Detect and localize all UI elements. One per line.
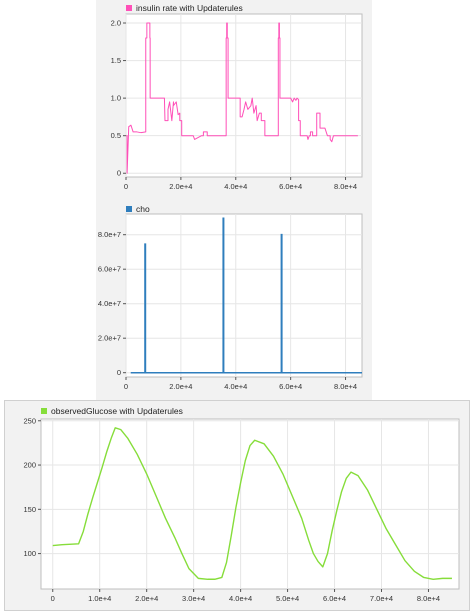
y-tick-label: 0 xyxy=(117,368,121,377)
legend-label: cho xyxy=(136,204,150,214)
x-tick-label: 0 xyxy=(124,382,128,391)
x-tick-label: 8.0e+4 xyxy=(334,382,357,391)
legend-label: observedGlucose with Updaterules xyxy=(51,406,183,416)
y-tick-label: 0.5 xyxy=(111,131,121,140)
y-tick-label: 100 xyxy=(23,549,36,558)
gridlines xyxy=(125,14,362,177)
y-tick-label: 8.0e+7 xyxy=(98,230,121,239)
x-tick-label: 6.0e+4 xyxy=(279,182,302,191)
series-line xyxy=(52,427,452,580)
y-tick-label: 250 xyxy=(23,416,36,425)
y-tick-label: 1.0 xyxy=(111,94,121,103)
x-tick-label: 0 xyxy=(124,182,128,191)
y-tick-label: 1.5 xyxy=(111,56,121,65)
x-tick-label: 0 xyxy=(51,594,55,603)
x-tick-label: 4.0e+4 xyxy=(229,594,252,603)
legend-swatch[interactable] xyxy=(41,408,47,414)
gridlines xyxy=(41,419,459,589)
y-tick-label: 200 xyxy=(23,461,36,470)
x-tick-label: 7.0e+4 xyxy=(370,594,393,603)
x-tick-label: 4.0e+4 xyxy=(224,382,247,391)
x-tick-label: 1.0e+4 xyxy=(88,594,111,603)
y-tick-label: 2.0 xyxy=(111,19,121,28)
x-tick-label: 5.0e+4 xyxy=(276,594,299,603)
x-tick-label: 8.0e+4 xyxy=(334,182,357,191)
y-tick-label: 0 xyxy=(117,169,121,178)
chart-2-svg: 0 1.0e+4 2.0e+4 3.0e+4 4.0e+4 5.0e+4 6.0e+4 7.0… xyxy=(23,406,460,603)
y-tick-label: 4.0e+7 xyxy=(98,299,121,308)
x-tick-label: 6.0e+4 xyxy=(323,594,346,603)
series-line xyxy=(126,22,358,174)
legend-swatch[interactable] xyxy=(126,5,132,11)
y-tick-label: 2.0e+7 xyxy=(98,334,121,343)
plot-area xyxy=(40,418,460,590)
insulin-rate-chart-panel: 0 2.0e+4 4.0e+4 6.0e+4 8.0e+4 0 0.5 1.0 1.5 2.0 in… xyxy=(96,0,372,198)
x-tick-label: 6.0e+4 xyxy=(279,382,302,391)
x-tick-label: 2.0e+4 xyxy=(169,382,192,391)
x-tick-label: 2.0e+4 xyxy=(135,594,158,603)
x-tick-label: 2.0e+4 xyxy=(169,182,192,191)
y-tick-label: 150 xyxy=(23,505,36,514)
chart-1-svg: 0 2.0e+4 4.0e+4 6.0e+4 8.0e+4 0 2.0e+7 4.0e+7 6.… xyxy=(98,204,363,391)
observed-glucose-chart-panel: 0 1.0e+4 2.0e+4 3.0e+4 4.0e+4 5.0e+4 6.0e+4 7.0… xyxy=(4,400,470,611)
cho-chart-panel: 0 2.0e+4 4.0e+4 6.0e+4 8.0e+4 0 2.0e+7 4.0e+7 6.… xyxy=(96,198,372,400)
legend-label: insulin rate with Updaterules xyxy=(136,3,243,13)
x-tick-label: 3.0e+4 xyxy=(182,594,205,603)
x-tick-label: 4.0e+4 xyxy=(224,182,247,191)
plot-area xyxy=(125,213,363,378)
chart-0-svg: 0 2.0e+4 4.0e+4 6.0e+4 8.0e+4 0 0.5 1.0 1.5 2.0 in… xyxy=(111,3,363,191)
y-tick-label: 6.0e+7 xyxy=(98,265,121,274)
x-tick-label: 8.0e+4 xyxy=(417,594,440,603)
legend-swatch[interactable] xyxy=(126,206,132,212)
plot-area xyxy=(125,13,363,178)
